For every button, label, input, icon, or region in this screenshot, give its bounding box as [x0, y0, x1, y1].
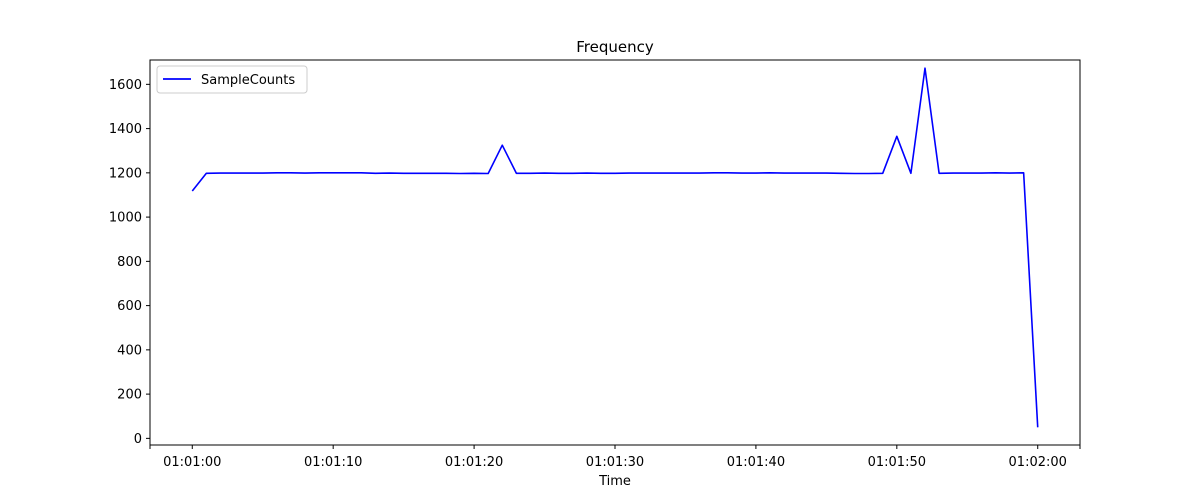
- x-tick-label: 01:01:20: [445, 455, 503, 470]
- y-tick-label: 1600: [109, 78, 142, 93]
- y-tick-label: 1400: [109, 122, 142, 137]
- x-axis-label: Time: [598, 474, 631, 489]
- y-tick-label: 1200: [109, 166, 142, 181]
- legend: SampleCounts: [156, 65, 308, 94]
- x-tick-label: 01:01:40: [727, 455, 785, 470]
- y-tick-label: 0: [134, 432, 142, 447]
- x-tick-label: 01:02:00: [1009, 455, 1067, 470]
- y-tick-label: 200: [117, 388, 142, 403]
- chart-title: Frequency: [576, 38, 654, 56]
- plot-content: [191, 67, 1039, 428]
- y-tick-label: 600: [117, 299, 142, 314]
- y-tick-label: 1000: [109, 211, 142, 226]
- y-axis: 0 200 400 600 800 1000 1200 1400 1600: [109, 78, 150, 447]
- legend-label-samplecounts: SampleCounts: [201, 73, 295, 88]
- x-tick-label: 01:01:30: [586, 455, 644, 470]
- y-tick-label: 400: [117, 343, 142, 358]
- y-tick-label: 800: [117, 255, 142, 270]
- x-axis: 01:01:00 01:01:10 01:01:20 01:01:30 01:01:40…: [149, 445, 1081, 470]
- legend-box: [156, 65, 308, 94]
- x-tick-label: 01:01:00: [163, 455, 221, 470]
- x-tick-label: 01:01:50: [868, 455, 926, 470]
- series-line-samplecounts: [191, 67, 1039, 428]
- x-tick-label: 01:01:10: [304, 455, 362, 470]
